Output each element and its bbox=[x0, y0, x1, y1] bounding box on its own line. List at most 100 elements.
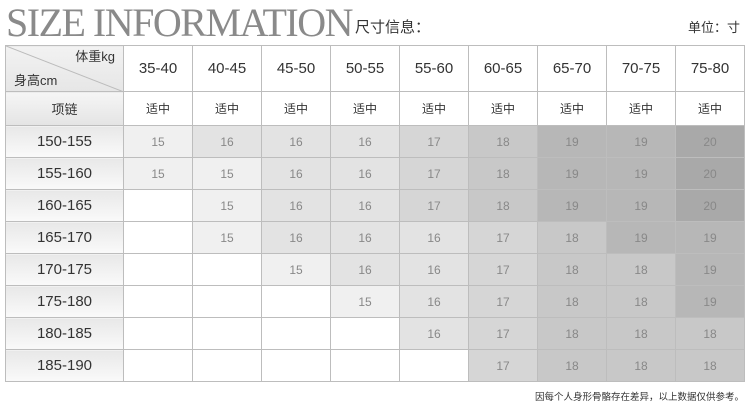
size-cell: 20 bbox=[675, 157, 745, 190]
fit-cell: 适中 bbox=[606, 91, 676, 126]
size-cell: 16 bbox=[261, 125, 331, 158]
fit-cell: 适中 bbox=[399, 91, 469, 126]
size-cell: 16 bbox=[399, 221, 469, 254]
row-label: 175-180 bbox=[5, 285, 124, 318]
unit-label: 单位：寸 bbox=[687, 20, 740, 35]
size-cell: 15 bbox=[192, 157, 262, 190]
row-label: 155-160 bbox=[5, 157, 124, 190]
page-header: SIZE INFORMATION 尺寸信息： 单位：寸 bbox=[6, 3, 740, 43]
fit-cell: 适中 bbox=[192, 91, 262, 126]
size-cell: 18 bbox=[537, 221, 607, 254]
row-label: 160-165 bbox=[5, 189, 124, 222]
size-cell: 16 bbox=[399, 317, 469, 350]
size-cell bbox=[123, 221, 193, 254]
size-cell: 17 bbox=[468, 285, 538, 318]
size-cell: 15 bbox=[192, 221, 262, 254]
fit-cell: 适中 bbox=[330, 91, 400, 126]
size-cell: 16 bbox=[330, 157, 400, 190]
column-header: 40-45 bbox=[192, 45, 262, 92]
table-row: 175-180 15 16 17 18 18 19 bbox=[5, 285, 745, 318]
size-cell: 19 bbox=[606, 189, 676, 222]
size-cell: 17 bbox=[399, 125, 469, 158]
size-cell bbox=[192, 317, 262, 350]
size-cell: 18 bbox=[468, 125, 538, 158]
row-label: 165-170 bbox=[5, 221, 124, 254]
size-cell: 16 bbox=[261, 189, 331, 222]
size-cell bbox=[192, 253, 262, 286]
diagonal-divider bbox=[6, 46, 124, 92]
table-row: 170-175 15 16 16 17 18 18 19 bbox=[5, 253, 745, 286]
column-header: 50-55 bbox=[330, 45, 400, 92]
size-cell: 15 bbox=[261, 253, 331, 286]
size-cell bbox=[192, 285, 262, 318]
size-cell: 16 bbox=[399, 253, 469, 286]
size-cell bbox=[261, 317, 331, 350]
size-cell: 18 bbox=[537, 317, 607, 350]
size-cell: 18 bbox=[537, 285, 607, 318]
size-cell: 19 bbox=[675, 221, 745, 254]
size-cell: 18 bbox=[675, 349, 745, 382]
column-header: 65-70 bbox=[537, 45, 607, 92]
size-cell: 18 bbox=[606, 253, 676, 286]
size-cell: 18 bbox=[468, 157, 538, 190]
fit-cell: 适中 bbox=[537, 91, 607, 126]
fit-cell: 适中 bbox=[261, 91, 331, 126]
column-header: 75-80 bbox=[675, 45, 745, 92]
fit-cell: 适中 bbox=[123, 91, 193, 126]
size-cell: 18 bbox=[606, 285, 676, 318]
size-cell: 17 bbox=[399, 157, 469, 190]
weight-header: 体重kg bbox=[75, 49, 115, 64]
size-cell: 17 bbox=[399, 189, 469, 222]
size-cell bbox=[123, 317, 193, 350]
column-header: 55-60 bbox=[399, 45, 469, 92]
size-cell: 19 bbox=[537, 125, 607, 158]
column-header: 35-40 bbox=[123, 45, 193, 92]
size-cell bbox=[123, 189, 193, 222]
size-cell bbox=[123, 253, 193, 286]
size-cell: 19 bbox=[537, 157, 607, 190]
size-cell: 15 bbox=[123, 157, 193, 190]
size-cell: 16 bbox=[261, 157, 331, 190]
size-cell: 18 bbox=[606, 349, 676, 382]
size-cell bbox=[261, 349, 331, 382]
table-row: 180-185 16 17 18 18 18 bbox=[5, 317, 745, 350]
size-cell bbox=[330, 317, 400, 350]
size-cell: 15 bbox=[123, 125, 193, 158]
size-cell bbox=[123, 285, 193, 318]
size-cell: 19 bbox=[675, 285, 745, 318]
size-cell: 18 bbox=[675, 317, 745, 350]
column-header: 60-65 bbox=[468, 45, 538, 92]
table-row: 165-170 15 16 16 16 17 18 19 19 bbox=[5, 221, 745, 254]
row-label: 170-175 bbox=[5, 253, 124, 286]
size-cell: 18 bbox=[606, 317, 676, 350]
size-cell: 19 bbox=[606, 157, 676, 190]
size-cell: 18 bbox=[537, 253, 607, 286]
row-label: 150-155 bbox=[5, 125, 124, 158]
size-cell: 19 bbox=[537, 189, 607, 222]
size-table: 体重kg 身高cm 35-40 40-45 45-50 50-55 55-60 60-65… bbox=[5, 45, 745, 382]
size-cell: 15 bbox=[330, 285, 400, 318]
page-title: SIZE INFORMATION bbox=[6, 0, 354, 45]
height-header: 身高cm bbox=[14, 73, 58, 88]
page-subtitle: 尺寸信息： bbox=[355, 19, 431, 36]
size-cell: 17 bbox=[468, 221, 538, 254]
size-cell: 16 bbox=[399, 285, 469, 318]
row-label: 185-190 bbox=[5, 349, 124, 382]
fit-cell: 适中 bbox=[675, 91, 745, 126]
size-cell: 18 bbox=[468, 189, 538, 222]
size-cell: 17 bbox=[468, 317, 538, 350]
table-row: 150-155 15 16 16 16 17 18 19 19 20 bbox=[5, 125, 745, 158]
size-cell: 20 bbox=[675, 125, 745, 158]
size-cell: 20 bbox=[675, 189, 745, 222]
table-row: 155-160 15 15 16 16 17 18 19 19 20 bbox=[5, 157, 745, 190]
corner-cell: 体重kg 身高cm bbox=[5, 45, 124, 92]
size-cell: 16 bbox=[192, 125, 262, 158]
size-cell: 16 bbox=[330, 189, 400, 222]
header-row: 体重kg 身高cm 35-40 40-45 45-50 50-55 55-60 60-65… bbox=[5, 45, 745, 92]
size-cell bbox=[123, 349, 193, 382]
table-row: 160-165 15 16 16 17 18 19 19 20 bbox=[5, 189, 745, 222]
size-cell: 16 bbox=[330, 125, 400, 158]
table-row: 185-190 17 18 18 18 bbox=[5, 349, 745, 382]
size-cell: 19 bbox=[675, 253, 745, 286]
column-header: 45-50 bbox=[261, 45, 331, 92]
